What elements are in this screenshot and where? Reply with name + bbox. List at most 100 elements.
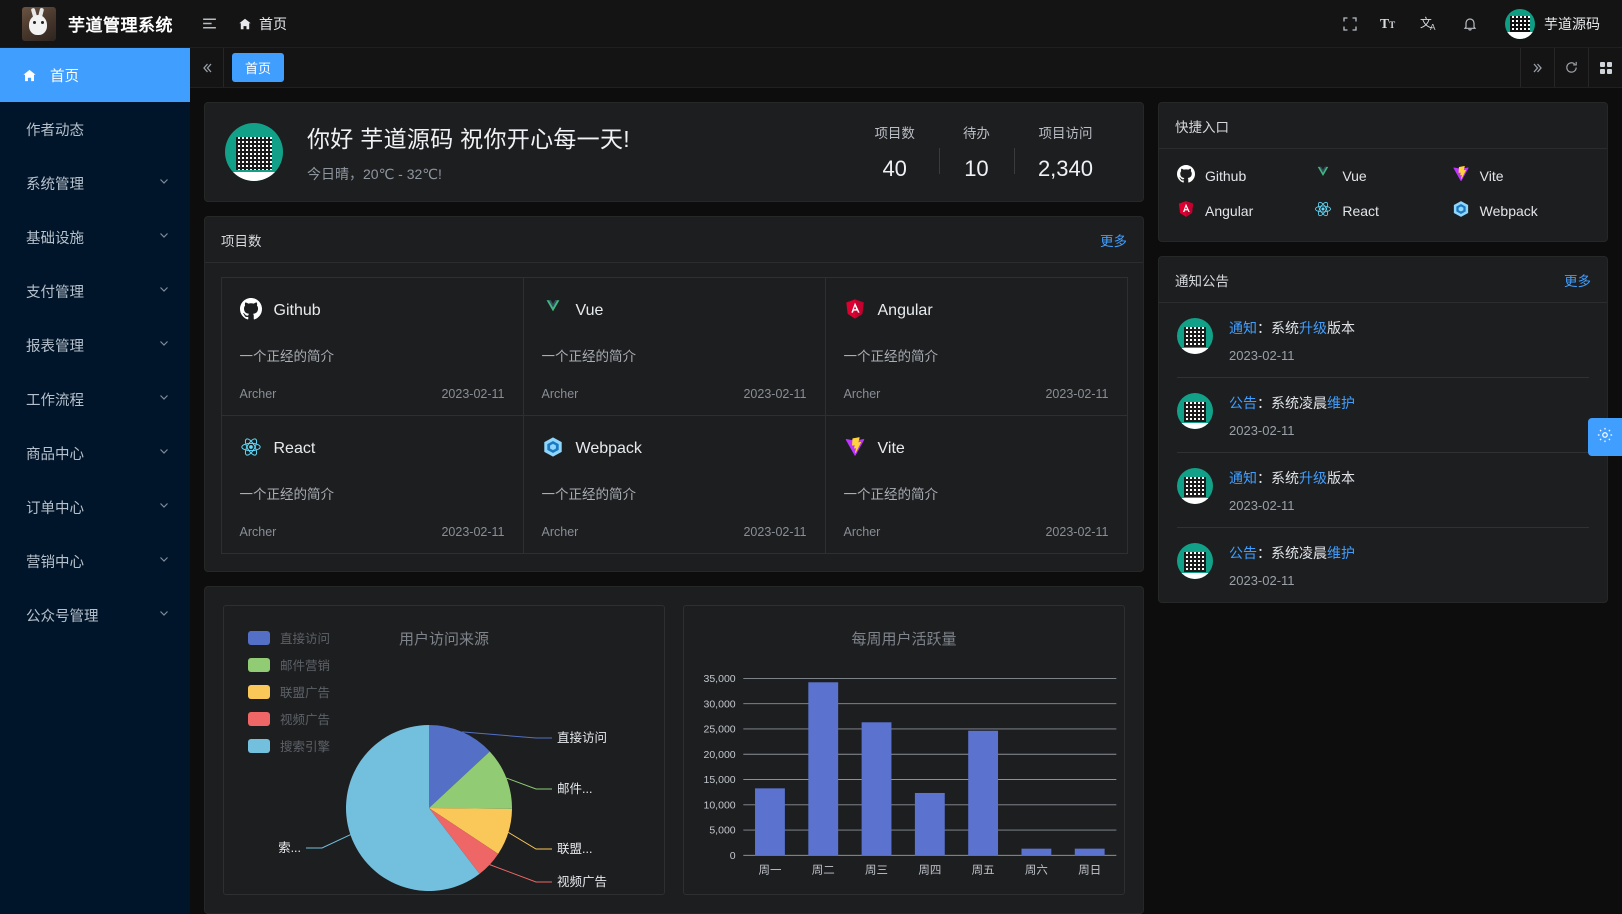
legend-item[interactable]: 邮件营销	[248, 655, 330, 674]
project-card[interactable]: React 一个正经的简介 Archer 2023-02-11	[220, 414, 524, 554]
notice-item[interactable]: 公告：系统凌晨维护 2023-02-11	[1177, 378, 1589, 453]
quick-entry-label: Webpack	[1479, 202, 1538, 219]
grid-layout-icon[interactable]	[1588, 48, 1622, 87]
hamburger-icon[interactable]	[190, 0, 228, 48]
projects-more-link[interactable]: 更多	[1100, 233, 1127, 249]
notices-more-link[interactable]: 更多	[1564, 273, 1591, 289]
bar[interactable]	[914, 792, 945, 856]
bell-icon[interactable]	[1451, 0, 1489, 48]
quick-entry-angular[interactable]: Angular	[1177, 200, 1314, 221]
legend-swatch	[248, 684, 270, 699]
sidebar-item-workflow[interactable]: 工作流程	[0, 372, 190, 426]
quick-entry-header: 快捷入口	[1159, 103, 1607, 149]
settings-drawer-button[interactable]	[1588, 418, 1622, 456]
pie-callout-line	[462, 731, 552, 739]
pie-callout-line	[508, 831, 552, 850]
stat-label: 待办	[962, 126, 990, 141]
legend-item[interactable]: 搜索引擎	[248, 736, 330, 755]
sidebar-item-report[interactable]: 报表管理	[0, 318, 190, 372]
sidebar-item-label: 系统管理	[26, 176, 84, 193]
brand[interactable]: 芋道管理系统	[0, 6, 190, 41]
project-card[interactable]: Vue 一个正经的简介 Archer 2023-02-11	[522, 276, 826, 416]
project-card[interactable]: Github 一个正经的简介 Archer 2023-02-11	[220, 276, 524, 416]
sidebar-item-label: 工作流程	[26, 392, 84, 409]
y-axis-tick-label: 10,000	[704, 801, 736, 812]
quick-entry-vite[interactable]: Vite	[1452, 165, 1589, 186]
avatar	[1177, 393, 1213, 429]
app-logo	[22, 6, 56, 41]
vite-icon	[1452, 165, 1470, 186]
bar[interactable]	[755, 788, 785, 856]
x-axis-tick-label: 周三	[865, 864, 888, 877]
project-date: 2023-02-11	[441, 524, 505, 539]
sidebar-item-label: 作者动态	[26, 122, 84, 139]
legend-item[interactable]: 视频广告	[248, 709, 330, 728]
double-chevron-left-icon[interactable]	[190, 48, 224, 87]
sidebar-item-payment[interactable]: 支付管理	[0, 264, 190, 318]
pie-slice[interactable]	[429, 751, 512, 809]
tab-home[interactable]: 首页	[232, 53, 285, 82]
y-axis-tick-label: 5,000	[709, 826, 736, 837]
pie-slice[interactable]	[346, 725, 480, 891]
legend-item[interactable]: 直接访问	[248, 628, 330, 647]
svg-text:A: A	[1430, 23, 1436, 32]
project-card[interactable]: Webpack 一个正经的简介 Archer 2023-02-11	[522, 414, 826, 554]
pie-callout-label: 视频广告	[557, 874, 607, 889]
sidebar: 首页 作者动态 系统管理 基础设施 支付管理	[0, 48, 190, 914]
notice-item[interactable]: 通知：系统升级版本 2023-02-11	[1177, 453, 1589, 528]
notice-pre: 系统	[1271, 320, 1299, 336]
projects-header: 项目数 更多	[205, 217, 1143, 263]
tabs-bar-actions	[1520, 48, 1622, 87]
home-icon	[239, 18, 251, 29]
quick-entry-github[interactable]: Github	[1177, 165, 1314, 186]
project-author: Archer	[843, 524, 881, 539]
quick-entry-vue[interactable]: Vue	[1314, 165, 1451, 186]
refresh-icon[interactable]	[1554, 48, 1588, 87]
notice-pre: 系统凌晨	[1271, 545, 1327, 561]
sidebar-item-mp-management[interactable]: 公众号管理	[0, 588, 190, 642]
notice-pre: 系统凌晨	[1271, 395, 1327, 411]
project-card[interactable]: Vite 一个正经的简介 Archer 2023-02-11	[824, 414, 1128, 554]
pie-slice[interactable]	[429, 725, 490, 808]
notice-item[interactable]: 公告：系统凌晨维护 2023-02-11	[1177, 528, 1589, 602]
bar[interactable]	[1074, 848, 1105, 856]
quick-entry-webpack[interactable]: Webpack	[1452, 200, 1589, 221]
stat-label: 项目访问	[1038, 126, 1093, 141]
sidebar-item-home[interactable]: 首页	[0, 48, 190, 102]
quick-entry-react[interactable]: React	[1314, 200, 1451, 221]
bar-canvas: 0 5,000 10,000 15,000 20,000 25,000 30,000 35,0…	[684, 662, 1124, 890]
legend-item[interactable]: 联盟广告	[248, 682, 330, 701]
font-size-icon[interactable]: T T	[1371, 0, 1409, 48]
bar[interactable]	[968, 730, 999, 856]
notices-body: 通知：系统升级版本 2023-02-11 公告：系统凌晨维护	[1159, 303, 1607, 602]
avatar	[1177, 543, 1213, 579]
notice-title: 公告：系统凌晨维护	[1229, 543, 1589, 563]
double-chevron-right-icon[interactable]	[1520, 48, 1554, 87]
bar[interactable]	[1021, 848, 1052, 856]
pie-slice[interactable]	[429, 808, 512, 854]
legend-swatch	[248, 630, 270, 645]
notice-kind: 通知	[1229, 320, 1257, 336]
user-menu[interactable]: 芋道源码	[1491, 8, 1608, 39]
pie-slice[interactable]	[429, 808, 499, 874]
notice-item[interactable]: 通知：系统升级版本 2023-02-11	[1177, 303, 1589, 378]
bar[interactable]	[808, 682, 839, 856]
notice-post: 版本	[1327, 320, 1355, 336]
home-icon	[22, 68, 42, 83]
sidebar-item-order-center[interactable]: 订单中心	[0, 480, 190, 534]
breadcrumb-home[interactable]: 首页	[228, 0, 299, 48]
fullscreen-icon[interactable]	[1331, 0, 1369, 48]
translate-icon[interactable]: 文 A	[1411, 0, 1449, 48]
sidebar-item-product-center[interactable]: 商品中心	[0, 426, 190, 480]
bar[interactable]	[861, 722, 892, 856]
sidebar-item-marketing-center[interactable]: 营销中心	[0, 534, 190, 588]
github-icon	[1177, 165, 1195, 186]
sidebar-item-author-news[interactable]: 作者动态	[0, 102, 190, 156]
react-icon	[240, 436, 262, 463]
sidebar-item-system[interactable]: 系统管理	[0, 156, 190, 210]
project-date: 2023-02-11	[441, 386, 505, 401]
sidebar-item-infrastructure[interactable]: 基础设施	[0, 210, 190, 264]
project-desc: 一个正经的简介	[239, 486, 335, 502]
top-bar: 芋道管理系统 首页 T T	[0, 0, 1622, 48]
project-card[interactable]: Angular 一个正经的简介 Archer 2023-02-11	[824, 276, 1128, 416]
